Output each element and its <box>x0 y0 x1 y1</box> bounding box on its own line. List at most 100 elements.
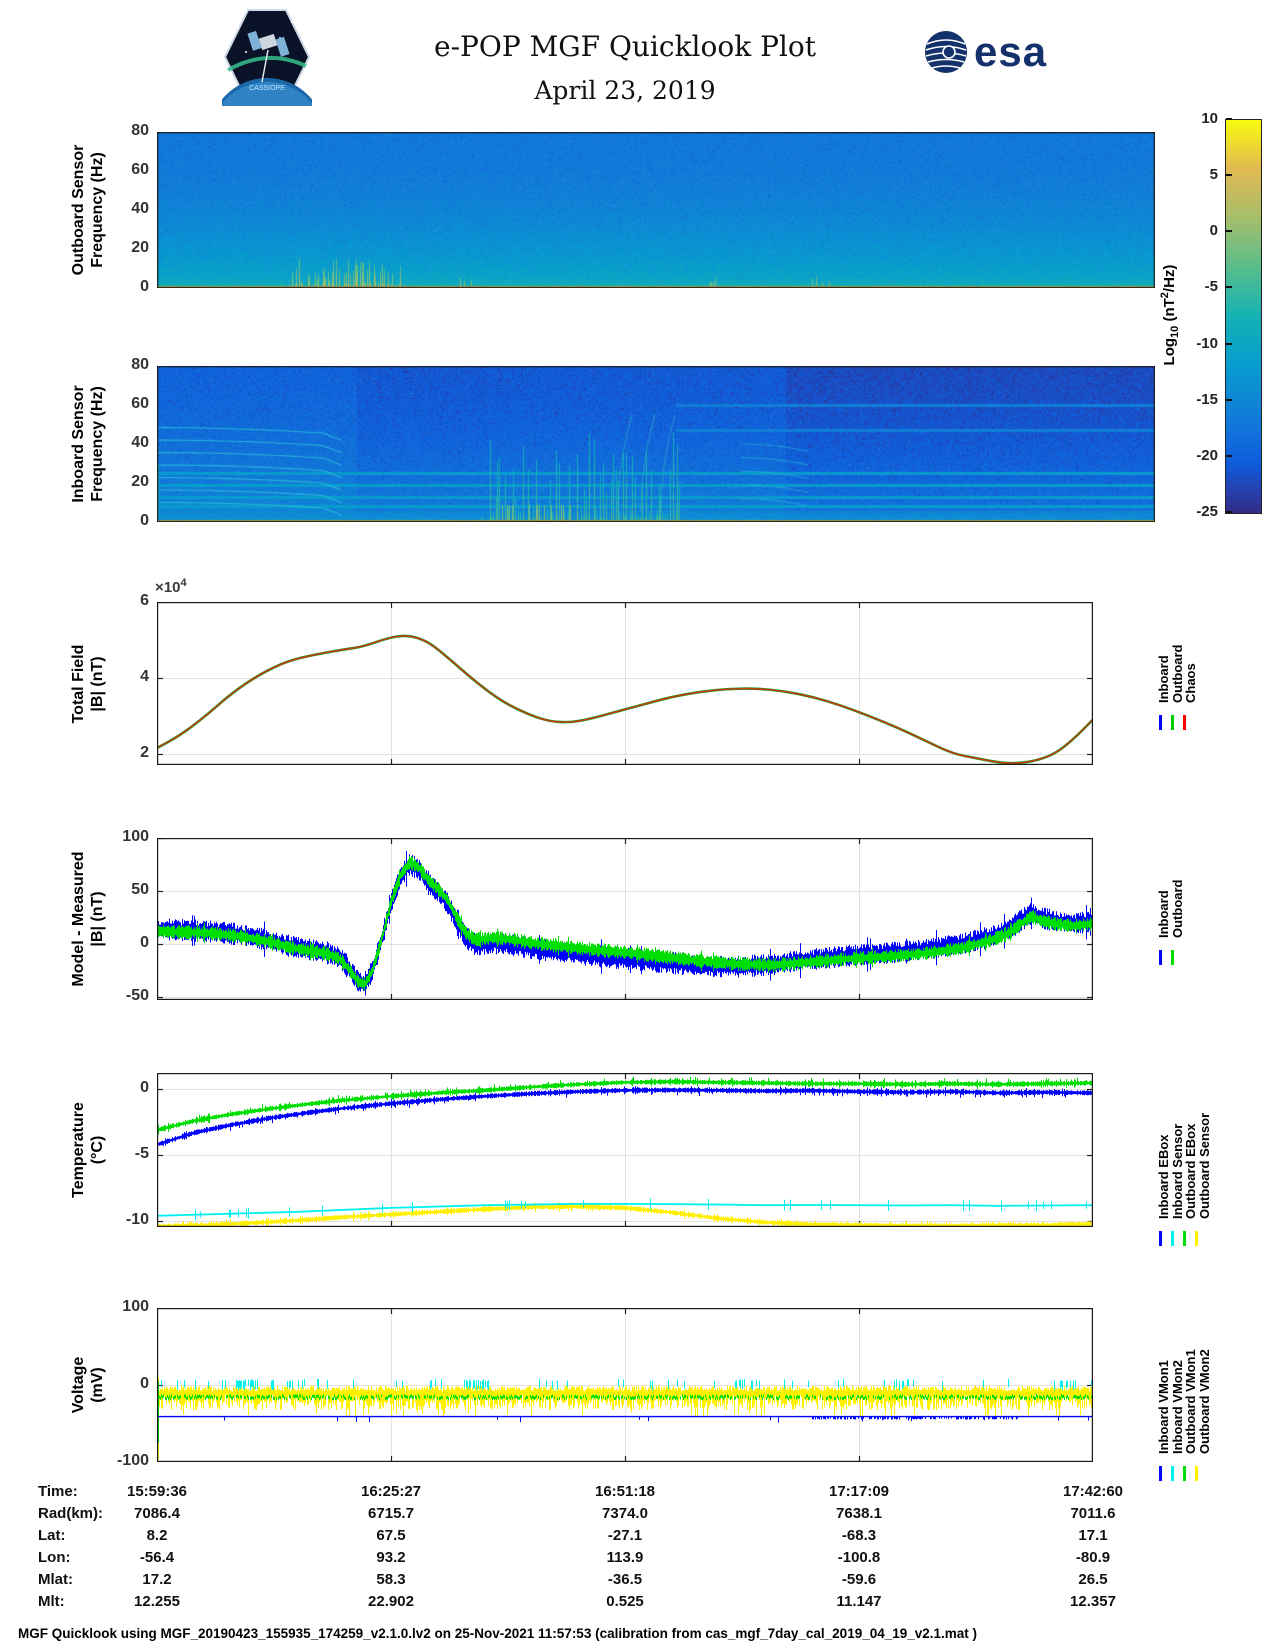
colorbar-tick-label: 5 <box>1209 166 1218 184</box>
outboard-spectrogram-plot <box>157 132 1155 288</box>
model-measured-plot <box>157 838 1093 1000</box>
legend-swatches-total-field <box>1159 715 1186 730</box>
table-row-label: Lon: <box>38 1549 71 1566</box>
table-value: -27.1 <box>607 1527 643 1544</box>
y-axis-multiplier: ×104 <box>155 577 187 596</box>
table-value: 0.525 <box>606 1593 644 1610</box>
colorbar-tick-label: -15 <box>1196 390 1218 408</box>
legend-labels-total-field: Inboard Outboard Chaos <box>1156 644 1198 704</box>
table-value: -80.9 <box>1075 1549 1111 1566</box>
y-tick-label: -10 <box>125 1211 149 1229</box>
y-tick-label: -50 <box>125 986 149 1004</box>
table-value: 7011.6 <box>1070 1505 1116 1522</box>
colorbar-tick-mark <box>1226 398 1232 401</box>
y-label-outboard-spectrogram: Outboard Sensor Frequency (Hz) <box>70 144 106 276</box>
colorbar-tick-mark <box>1226 454 1232 457</box>
legend-label: Outboard VMon1 <box>1183 1349 1198 1454</box>
colorbar-tick-label: 10 <box>1201 110 1218 127</box>
table-value: 7638.1 <box>836 1505 882 1522</box>
y-label-inboard-spectrogram: Inboard Sensor Frequency (Hz) <box>70 385 106 503</box>
y-tick-label: 0 <box>140 933 149 951</box>
y-label-total-field: Total Field |B| (nT) <box>70 644 106 724</box>
table-row-label: Mlat: <box>38 1571 73 1588</box>
legend-label: Inboard <box>1156 890 1171 938</box>
table-row-label: Rad(km): <box>38 1505 104 1522</box>
legend-swatches-temperature <box>1159 1231 1198 1246</box>
legend-swatch <box>1171 715 1174 730</box>
legend-swatch <box>1183 1231 1186 1246</box>
y-tick-label: 0 <box>140 1078 149 1096</box>
colorbar-tick-mark <box>1226 174 1232 177</box>
legend-labels-temperature: Inboard EBox Inboard Sensor Outboard EBox O… <box>1156 1112 1212 1219</box>
patch-text: CASSIOPE <box>249 85 285 92</box>
legend-label: Outboard <box>1169 644 1185 704</box>
table-value: 12.255 <box>134 1593 180 1610</box>
y-label-temperature: Temperature (°C) <box>70 1102 106 1198</box>
y-tick-label: 60 <box>131 395 149 412</box>
legend-labels-voltage: Inboard VMon1 Inboard VMon2 Outboard VMon1… <box>1156 1349 1212 1454</box>
legend-label: Outboard <box>1169 879 1185 939</box>
colorbar-tick-mark <box>1226 118 1232 120</box>
y-tick-label: 100 <box>122 1298 149 1315</box>
y-tick-label: 60 <box>131 161 149 178</box>
table-value: 7086.4 <box>134 1505 180 1522</box>
colorbar-tick-mark <box>1226 286 1232 289</box>
y-tick-label: 4 <box>140 667 149 685</box>
table-value: -59.6 <box>841 1571 877 1588</box>
legend-swatch <box>1159 950 1162 965</box>
legend-swatches-voltage <box>1159 1466 1198 1481</box>
legend-labels-model-minus-measured: Inboard Outboard <box>1156 879 1185 939</box>
colorbar-tick-label: -25 <box>1196 503 1218 520</box>
legend-label: Inboard <box>1156 655 1171 703</box>
legend-label: Outboard VMon2 <box>1196 1349 1212 1454</box>
legend-swatch <box>1183 715 1186 730</box>
legend-swatch <box>1195 1466 1198 1481</box>
legend-label: Inboard VMon1 <box>1156 1360 1171 1454</box>
colorbar-tick-label: -20 <box>1196 446 1218 464</box>
table-value: 113.9 <box>606 1549 644 1566</box>
colorbar-tick-label: -10 <box>1196 334 1218 352</box>
legend-label: Outboard EBox <box>1183 1123 1198 1219</box>
patch-satellite <box>247 30 290 83</box>
esa-globe-icon <box>925 31 967 73</box>
table-value: 12.357 <box>1070 1593 1116 1610</box>
table-value: 6715.7 <box>368 1505 414 1522</box>
table-value: 17:17:09 <box>828 1483 890 1500</box>
cassiope-mission-patch: CASSIOPE <box>222 9 312 106</box>
table-value: 67.5 <box>376 1527 406 1544</box>
inboard-spectrogram-plot <box>157 366 1155 522</box>
legend-swatch <box>1159 715 1162 730</box>
y-tick-label: 50 <box>131 880 149 898</box>
legend-label: Inboard EBox <box>1156 1134 1171 1219</box>
legend-label: Chaos <box>1183 663 1198 703</box>
table-value: 93.2 <box>376 1549 406 1566</box>
colorbar-tick-mark <box>1226 230 1232 233</box>
legend-swatch <box>1171 1466 1174 1481</box>
y-tick-label: 40 <box>131 434 149 451</box>
total-field-plot <box>157 602 1093 765</box>
legend-swatches-model-minus-measured <box>1159 950 1174 965</box>
y-tick-label: 0 <box>140 1375 149 1392</box>
y-tick-label: 80 <box>131 356 149 373</box>
table-value: 58.3 <box>376 1571 406 1588</box>
table-value: 16:51:18 <box>594 1483 656 1500</box>
legend-swatch <box>1159 1466 1162 1481</box>
y-tick-label: -100 <box>116 1452 149 1469</box>
voltage-plot <box>157 1308 1093 1462</box>
table-row-label: Time: <box>38 1483 78 1500</box>
table-value: 17.1 <box>1078 1527 1108 1544</box>
table-row-label: Mlt: <box>38 1593 65 1610</box>
legend-swatch <box>1195 1231 1198 1246</box>
table-value: 7374.0 <box>602 1505 648 1522</box>
table-row-label: Lat: <box>38 1527 66 1544</box>
colorbar-tick-label: 0 <box>1209 222 1218 240</box>
legend-label: Outboard Sensor <box>1196 1112 1212 1219</box>
colorbar-tick-label: -5 <box>1204 278 1218 296</box>
page-date: April 23, 2019 <box>534 76 716 105</box>
legend-label: Inboard Sensor <box>1169 1123 1185 1219</box>
legend-label: Inboard VMon2 <box>1169 1360 1185 1454</box>
table-value: -100.8 <box>837 1549 881 1566</box>
esa-logo: esa <box>922 28 1047 76</box>
table-value: 17.2 <box>142 1571 172 1588</box>
y-tick-label: 100 <box>122 828 149 845</box>
